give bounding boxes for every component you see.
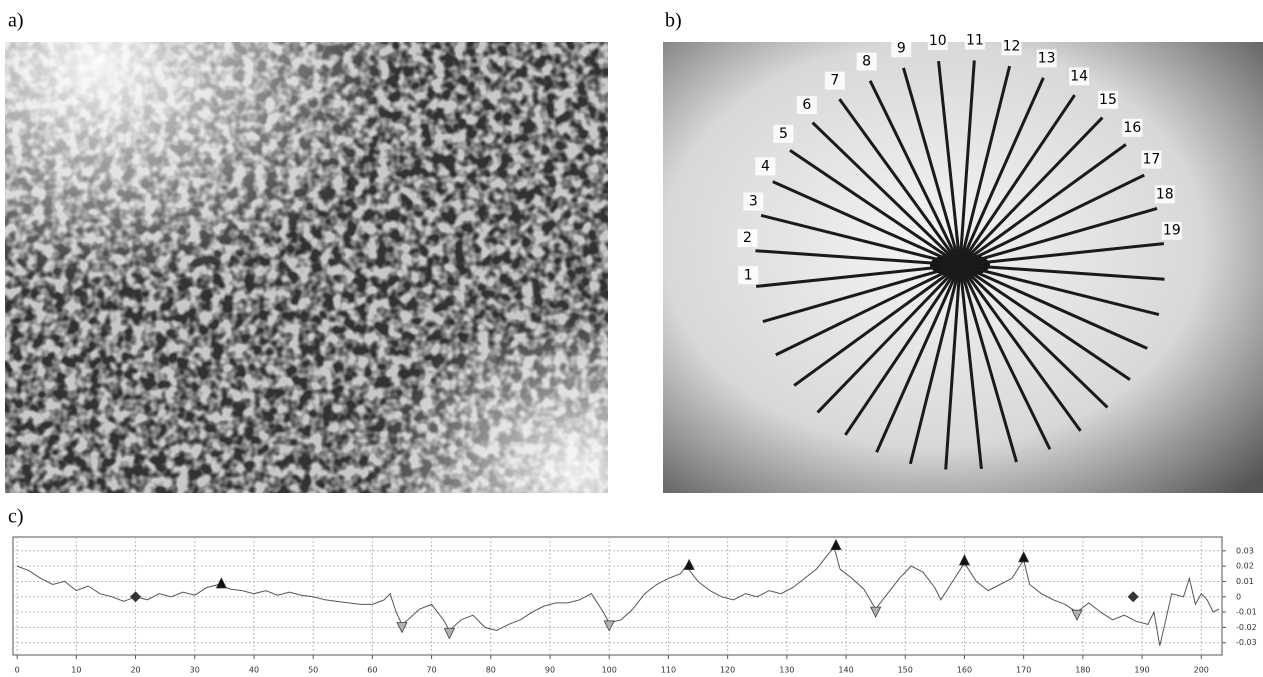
y-tick-label: -0.01	[1236, 608, 1257, 617]
ray-label: 8	[862, 54, 871, 70]
y-tick-label: -0.02	[1236, 623, 1257, 632]
ray-label-box	[1097, 90, 1118, 109]
panel-label: b)	[665, 10, 682, 32]
trough-marker	[870, 606, 882, 618]
ray-label: 19	[1163, 223, 1181, 239]
ray-label: 13	[1038, 50, 1056, 66]
x-tick-label: 160	[957, 666, 972, 675]
ray-label: 6	[802, 97, 811, 113]
ray-label: 16	[1123, 120, 1141, 136]
ray-label: 7	[830, 73, 839, 89]
ray-label: 2	[743, 230, 752, 246]
data-line	[16, 546, 1220, 646]
peak-marker	[1018, 551, 1030, 563]
x-tick-label: 0	[15, 666, 20, 675]
ray-label: 10	[929, 33, 947, 49]
x-tick-label: 200	[1194, 666, 1209, 675]
ray	[762, 207, 1158, 323]
panel-label: a)	[8, 10, 24, 32]
x-tick-label: 30	[190, 666, 200, 675]
micrograph	[5, 42, 608, 493]
ray-label-box	[755, 157, 776, 176]
ray-label-box	[1154, 185, 1175, 204]
ray-label-box	[796, 96, 817, 115]
y-tick-label: 0.03	[1236, 546, 1254, 555]
ray-label: 9	[897, 40, 906, 56]
ray-label-box	[964, 31, 985, 50]
ray-label-box	[1141, 150, 1162, 169]
x-tick-label: 80	[486, 666, 496, 675]
ray-label: 18	[1156, 186, 1174, 202]
x-tick-label: 120	[720, 666, 735, 675]
trough-marker	[603, 620, 615, 632]
x-tick-label: 170	[1016, 666, 1031, 675]
ray-label-box	[856, 52, 877, 71]
trough-marker	[396, 622, 408, 634]
x-tick-label: 20	[130, 666, 140, 675]
plot-frame	[12, 536, 1223, 656]
point-marker	[130, 591, 142, 603]
x-tick-label: 190	[1134, 666, 1149, 675]
ray-label: 12	[1003, 38, 1021, 54]
ray-label-box	[1069, 67, 1090, 86]
y-tick-label: 0.01	[1236, 577, 1254, 586]
ray-label-box	[891, 39, 912, 58]
y-tick-label: -0.03	[1236, 638, 1257, 647]
x-tick-label: 110	[661, 666, 676, 675]
ray-label-box	[927, 32, 948, 51]
trough-marker	[443, 628, 455, 640]
panel-label: c)	[8, 506, 24, 528]
y-tick-label: 0.02	[1236, 562, 1254, 571]
ray-label-box	[737, 229, 758, 248]
ray-label: 1	[744, 267, 753, 283]
ray-label-box	[1122, 118, 1143, 137]
ray-label: 5	[779, 126, 788, 142]
ray-label: 14	[1070, 68, 1088, 84]
ray-label: 17	[1143, 152, 1161, 168]
ray-label-box	[824, 71, 845, 90]
ray-label-box	[743, 192, 764, 211]
x-tick-label: 40	[249, 666, 259, 675]
x-tick-label: 50	[308, 666, 318, 675]
x-tick-label: 100	[602, 666, 617, 675]
peak-marker	[215, 577, 227, 589]
x-tick-label: 140	[838, 666, 853, 675]
trough-marker	[1071, 609, 1083, 621]
peak-marker	[683, 558, 695, 570]
x-tick-label: 10	[71, 666, 81, 675]
ray-label: 11	[966, 33, 984, 49]
ray-label-box	[1036, 49, 1057, 68]
x-tick-label: 150	[898, 666, 913, 675]
x-tick-label: 70	[426, 666, 436, 675]
x-tick-label: 130	[779, 666, 794, 675]
x-tick-label: 180	[1075, 666, 1090, 675]
x-tick-label: 90	[545, 666, 555, 675]
peak-marker	[958, 554, 971, 566]
ray-label: 3	[749, 193, 758, 209]
ray-label: 15	[1099, 92, 1117, 108]
ray-label-box	[1001, 37, 1022, 56]
point-marker	[1127, 591, 1139, 603]
y-tick-label: 0	[1236, 592, 1241, 601]
peak-marker	[830, 538, 842, 551]
ray-label-box	[738, 266, 759, 285]
ray-label: 4	[761, 158, 770, 174]
x-tick-label: 60	[367, 666, 377, 675]
ray-label-box	[773, 124, 794, 143]
ray-label-box	[1161, 221, 1182, 240]
